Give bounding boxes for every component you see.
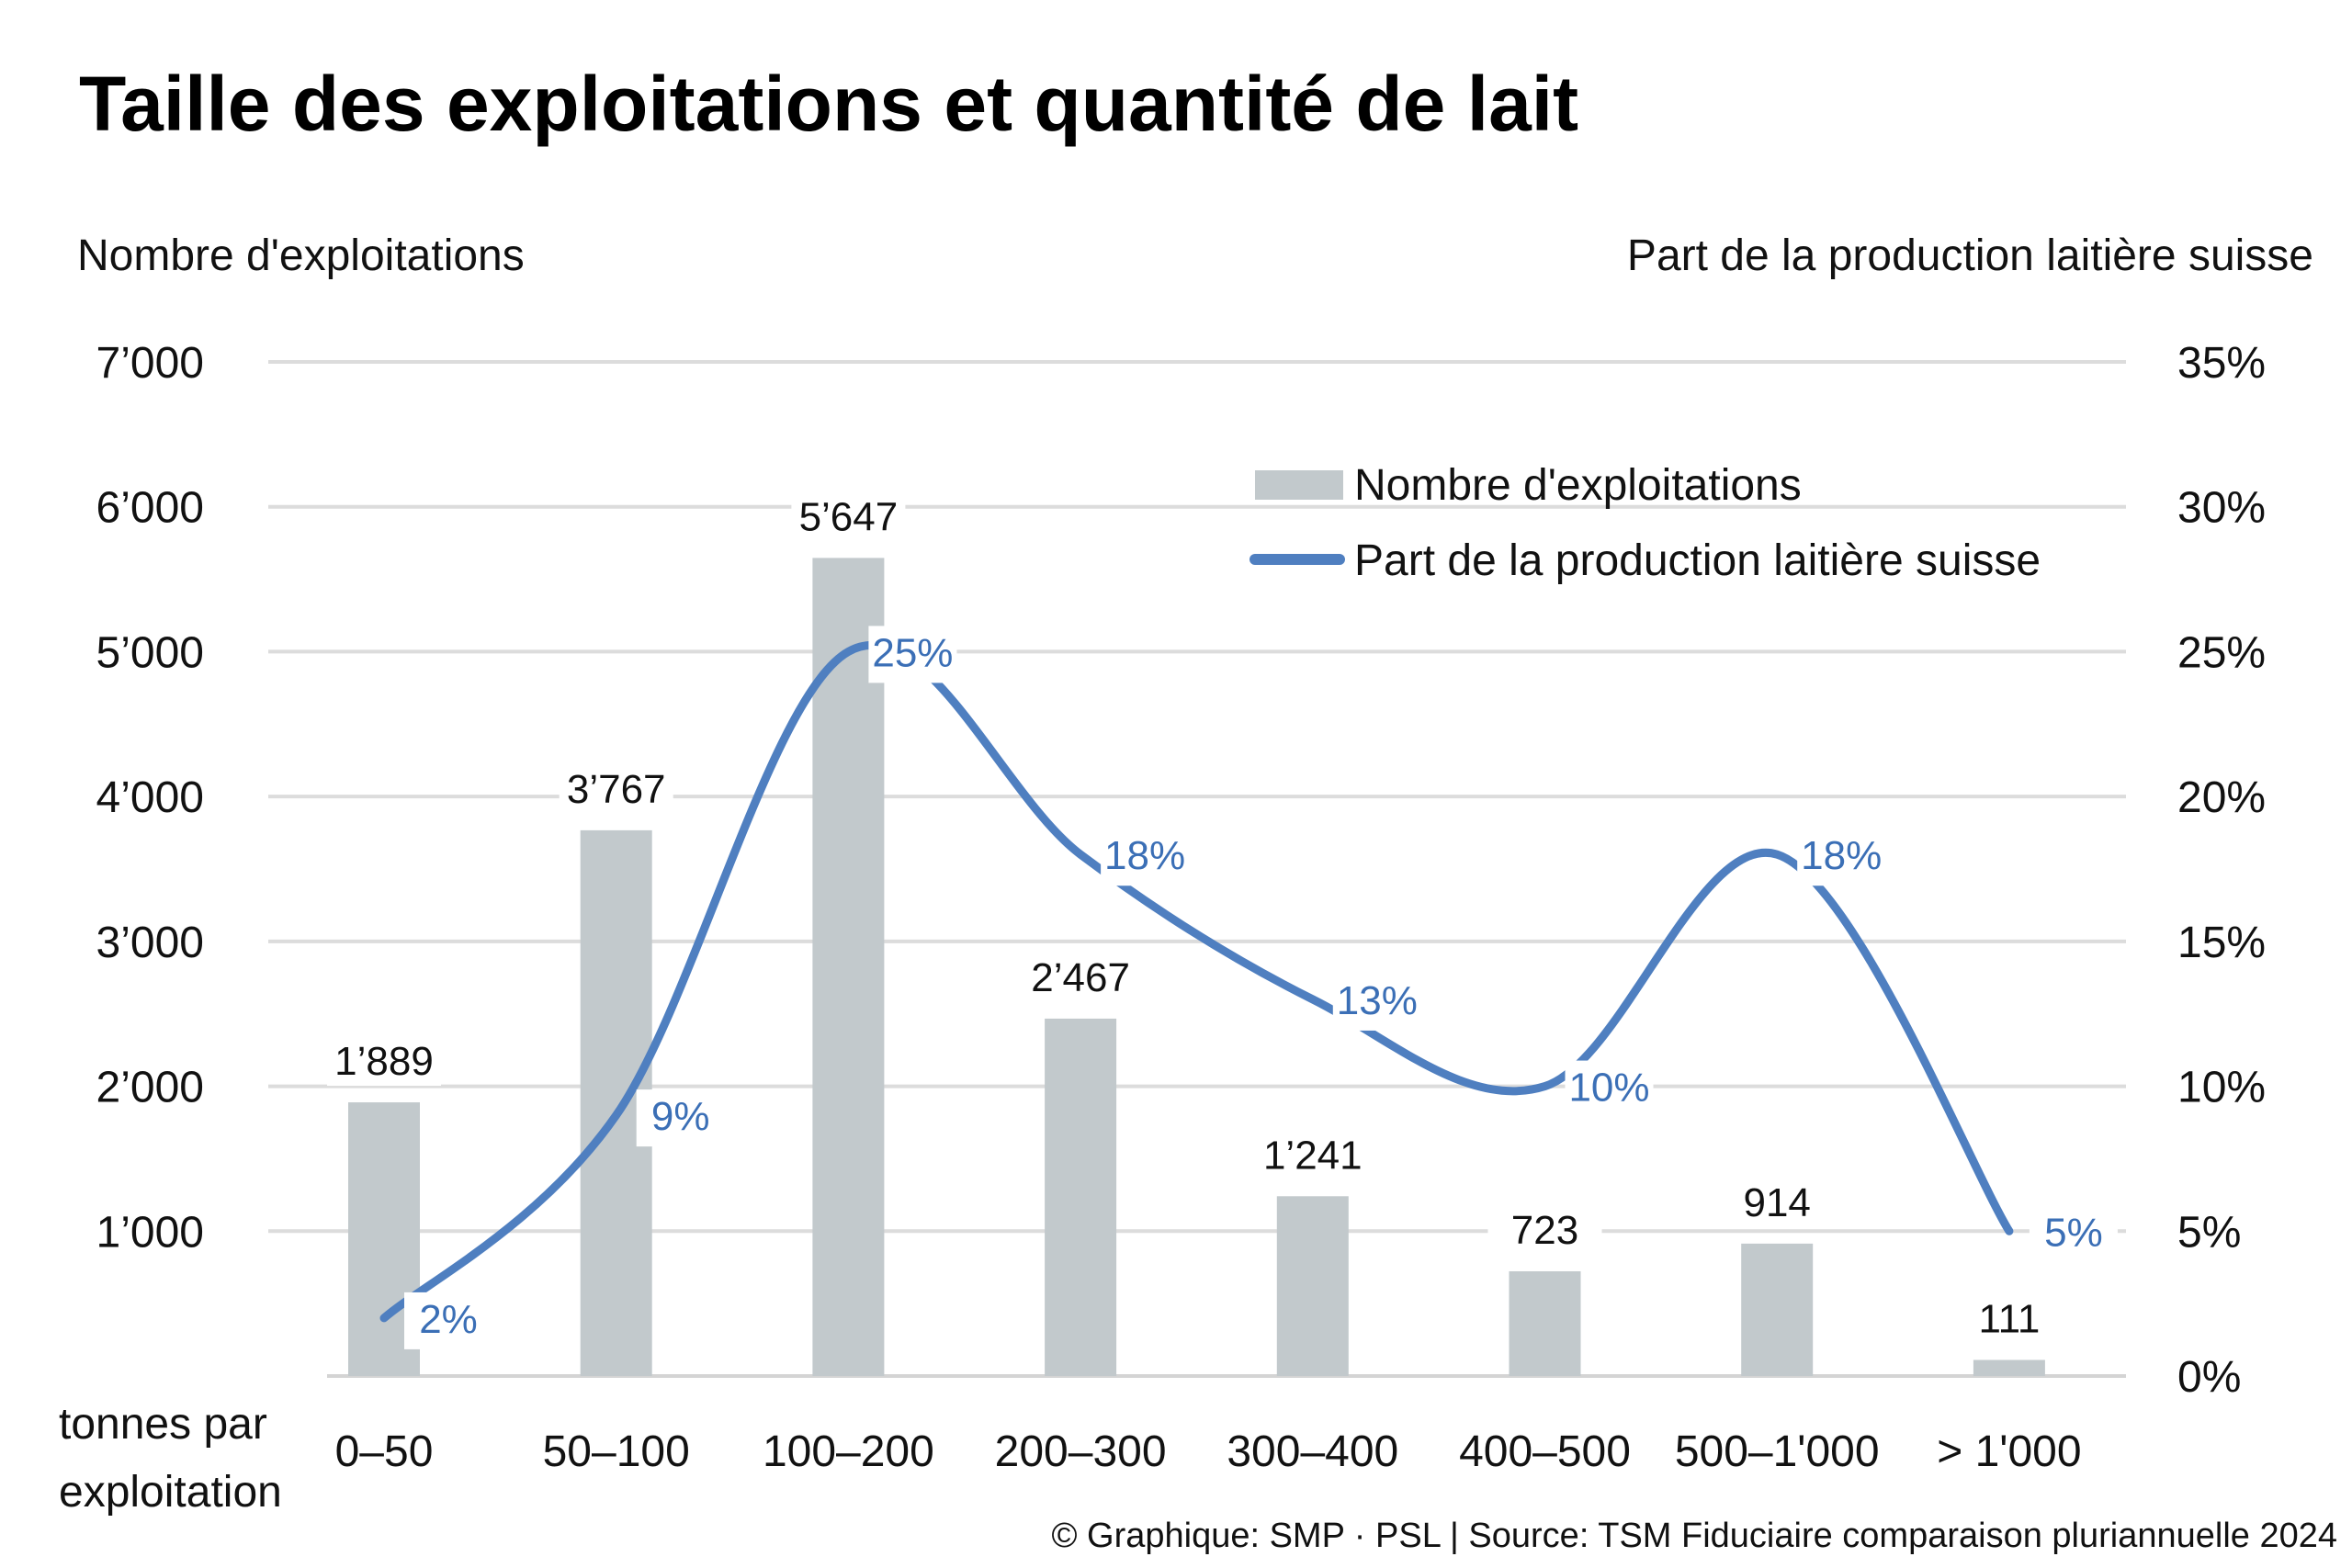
bar [1509,1270,1581,1376]
bar-label-bg [1023,953,1138,1002]
right-tick-label: 15% [2177,919,2266,967]
bar-value-label: 2’467 [1031,955,1130,1000]
left-tick-label: 3’000 [96,919,204,967]
line-label-bg [2029,1205,2118,1263]
line-value-label: 18% [1801,833,1882,878]
x-tick-label: 50–100 [543,1427,690,1476]
left-tick-label: 7’000 [96,339,204,388]
bar-value-label: 1’889 [334,1039,434,1084]
x-tick-label: 500–1'000 [1675,1427,1880,1476]
left-tick-label: 2’000 [96,1064,204,1112]
bar-value-label: 723 [1511,1208,1578,1253]
x-axis-label-line1: tonnes par [59,1400,267,1449]
x-tick-label: > 1'000 [1937,1427,2081,1476]
x-tick-label: 400–500 [1459,1427,1631,1476]
bar [1973,1359,2045,1376]
line-label-bg [868,626,957,683]
right-axis-label: Part de la production laitière suisse [1627,231,2313,280]
line-series [379,640,2014,1323]
line-path [379,640,2014,1323]
legend-swatch-bars [1255,470,1343,500]
bar-value-label: 111 [1978,1296,2040,1341]
bar-value-label: 1’241 [1263,1133,1363,1178]
line-value-label: 13% [1337,978,1418,1023]
line-label-bg [636,1089,725,1147]
legend: Nombre d'exploitations Part de la produc… [1250,461,2041,585]
line-label-bg [404,1292,492,1349]
bar-label-bg [1720,1179,1835,1227]
bar-label-bg [1951,1295,2066,1344]
bar-label-bg [1255,1132,1370,1180]
line-label-bg [1565,1060,1654,1118]
line-label-bg [1797,829,1886,886]
x-tick-label: 200–300 [995,1427,1167,1476]
bar-label-bg [327,1038,441,1087]
right-tick-label: 0% [2177,1353,2241,1402]
bar-value-label: 3’767 [567,767,666,812]
right-tick-label: 30% [2177,484,2266,533]
x-tick-label: 300–400 [1227,1427,1398,1476]
line-value-label: 10% [1568,1066,1649,1111]
right-tick-label: 5% [2177,1208,2241,1257]
left-tick-label: 5’000 [96,628,204,677]
line-label-bg [1332,973,1421,1031]
x-tick-label: 100–200 [763,1427,934,1476]
bar-series [348,558,2045,1376]
right-tick-label: 20% [2177,773,2266,822]
left-tick-label: 6’000 [96,484,204,533]
right-tick-label: 35% [2177,339,2266,388]
line-value-label: 25% [872,630,953,675]
right-tick-label: 25% [2177,628,2266,677]
legend-label-bars: Nombre d'exploitations [1354,461,1802,510]
bar [812,558,885,1376]
data-labels: 1’889 3’767 5’647 2’467 1’241 723 914 111 2% 9% 25… [327,493,2118,1349]
legend-label-line: Part de la production laitière suisse [1354,536,2041,585]
bar-label-bg [1487,1206,1602,1255]
bar-label-bg [559,765,673,814]
x-tick-label: 0–50 [335,1427,434,1476]
right-tick-label: 10% [2177,1064,2266,1112]
tick-labels: 1’0002’0003’0004’0005’0006’0007’0000%5%1… [96,339,2267,1476]
bar [1741,1243,1814,1376]
left-tick-label: 4’000 [96,773,204,822]
left-axis-label: Nombre d'exploitations [77,231,525,280]
line-value-label: 5% [2044,1210,2103,1255]
chart-title: Taille des exploitations et quantité de … [79,61,1578,147]
line-label-bg [1101,829,1190,886]
line-value-label: 2% [419,1297,478,1342]
line-value-label: 9% [651,1094,710,1139]
left-tick-label: 1’000 [96,1208,204,1257]
bar [1276,1196,1349,1376]
bar-value-label: 914 [1743,1180,1810,1225]
x-axis-label-line2: exploitation [59,1468,282,1517]
bar [1045,1018,1117,1376]
source-note: © Graphique: SMP · PSL | Source: TSM Fid… [1051,1517,2337,1555]
bar-value-label: 5’647 [799,494,899,539]
line-value-label: 18% [1104,833,1185,878]
bar-label-bg [791,493,906,542]
